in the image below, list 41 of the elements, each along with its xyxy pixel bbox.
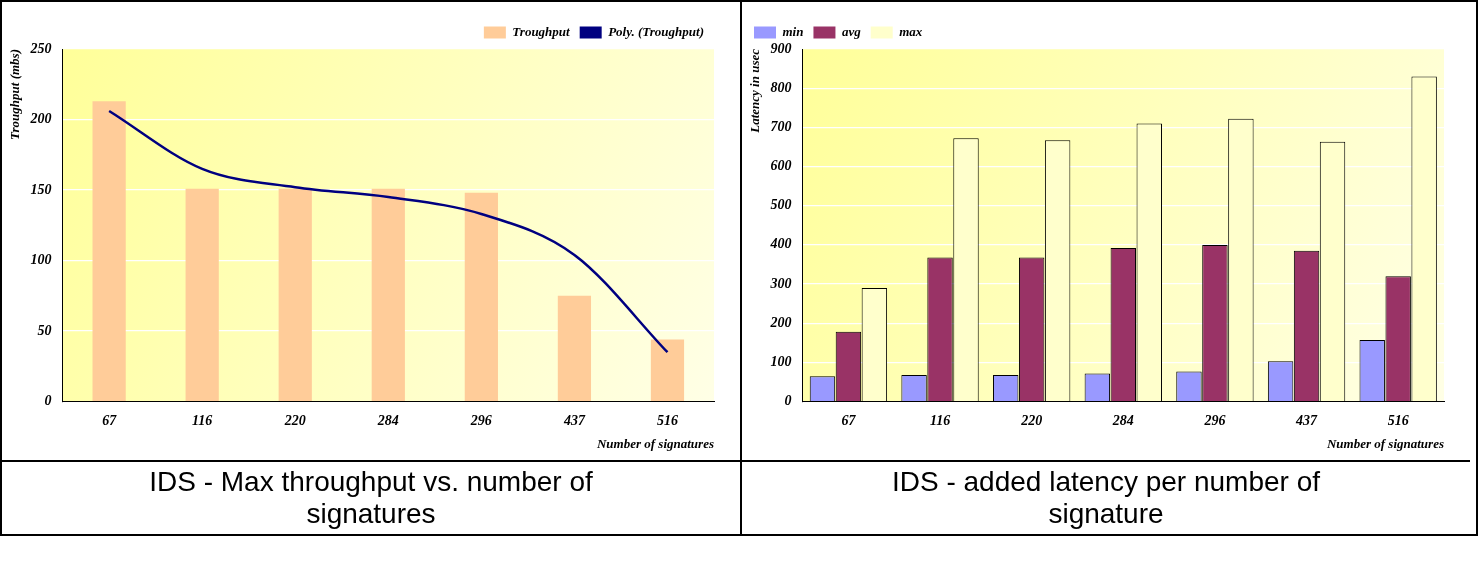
text: IDS - added latency per number of signature <box>891 465 1321 531</box>
x-axis-title: Number of signatures <box>1325 435 1444 451</box>
text: IDS - Max throughput vs. number of signatures <box>148 465 594 531</box>
x-tick-label: 116 <box>192 412 213 428</box>
x-tick-label: 296 <box>469 412 492 428</box>
x-tick-label: 284 <box>1111 412 1134 428</box>
x-tick-label: 116 <box>929 412 951 428</box>
y-tick-label: 300 <box>769 275 792 291</box>
x-tick-label: 296 <box>1203 412 1226 428</box>
x-tick-label: 437 <box>562 412 586 428</box>
legend-label: max <box>899 23 923 39</box>
y-axis-title: Latency in usec <box>747 48 763 134</box>
y-tick-label: 200 <box>769 314 792 330</box>
y-tick-label: 0 <box>784 393 792 409</box>
x-tick-label: 220 <box>1020 412 1043 428</box>
y-tick-label: 150 <box>30 181 52 197</box>
x-tick-label: 67 <box>102 412 118 428</box>
y-axis-title: Troughput (mbs) <box>7 49 23 140</box>
y-tick-label: 900 <box>770 40 792 56</box>
legend-label: avg <box>841 23 862 39</box>
legend-label: Poly. (Troughput) <box>608 23 705 39</box>
legend-label: min <box>782 23 804 39</box>
x-tick-label: 437 <box>1295 412 1319 428</box>
y-tick-label: 0 <box>44 393 52 409</box>
y-tick-label: 700 <box>770 118 792 134</box>
x-axis-title: Number of signatures <box>595 435 714 451</box>
y-tick-label: 400 <box>769 236 792 252</box>
y-tick-label: 800 <box>770 79 792 95</box>
x-tick-label: 516 <box>656 412 678 428</box>
y-tick-label: 100 <box>30 252 52 268</box>
y-tick-label: 100 <box>770 354 792 370</box>
legend-label: Troughput <box>512 23 571 39</box>
x-tick-label: 516 <box>1387 412 1409 428</box>
x-tick-label: 284 <box>376 412 399 428</box>
y-tick-label: 50 <box>37 322 52 338</box>
x-tick-label: 220 <box>283 412 306 428</box>
y-tick-label: 200 <box>29 111 52 127</box>
x-tick-label: 67 <box>841 412 857 428</box>
y-tick-label: 250 <box>29 40 52 56</box>
y-tick-label: 600 <box>770 158 792 174</box>
y-tick-label: 500 <box>770 197 792 213</box>
